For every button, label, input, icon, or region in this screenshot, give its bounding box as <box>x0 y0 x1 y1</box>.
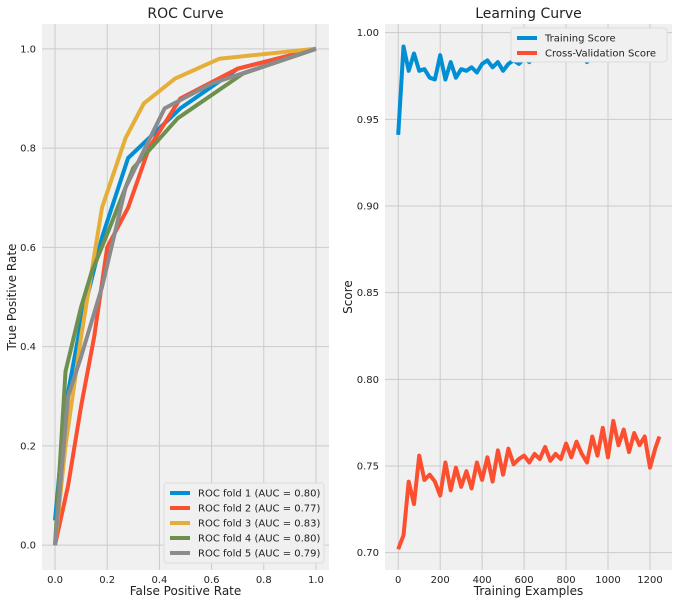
learning-legend-entry: Cross-Validation Score <box>545 49 656 60</box>
roc-x-tick-label: 0.0 <box>47 575 63 586</box>
roc-x-tick-label: 1.0 <box>308 575 324 586</box>
roc-x-tick-label: 0.4 <box>151 575 167 586</box>
learning-plot-area <box>385 24 672 570</box>
roc-legend-entry: ROC fold 5 (AUC = 0.79) <box>198 549 321 560</box>
learning-x-tick-label: 800 <box>557 575 576 586</box>
learning-legend-box <box>510 27 668 63</box>
learning-title: Learning Curve <box>475 6 582 22</box>
roc-legend: ROC fold 1 (AUC = 0.80) ROC fold 2 (AUC =… <box>163 482 325 564</box>
learning-y-tick-label: 0.75 <box>357 462 379 473</box>
roc-x-tick-label: 0.8 <box>256 575 272 586</box>
roc-panel: 0.0 0.2 0.4 0.6 0.8 1.0 0.0 0.2 0.4 0.6 0.8 1.0 ROC… <box>5 6 329 598</box>
learning-y-tick-label: 0.90 <box>357 202 379 213</box>
learning-y-tick-label: 0.80 <box>357 375 379 386</box>
roc-legend-entry: ROC fold 2 (AUC = 0.77) <box>198 504 321 515</box>
learning-x-tick-label: 400 <box>473 575 492 586</box>
roc-series-line-5 <box>53 46 317 546</box>
roc-y-tick-label: 0.4 <box>20 342 36 353</box>
learning-series-line-2 <box>396 418 662 550</box>
roc-title: ROC Curve <box>147 6 223 22</box>
roc-x-tick-label: 0.2 <box>99 575 115 586</box>
roc-y-tick-label: 0.6 <box>20 243 36 254</box>
learning-y-tick-label: 1.00 <box>357 28 379 39</box>
roc-series-line-3 <box>53 46 317 546</box>
learning-x-tick-label: 1000 <box>595 575 620 586</box>
roc-y-tick-label: 0.2 <box>20 441 36 452</box>
learning-y-tick-label: 0.95 <box>357 115 379 126</box>
roc-x-tick-label: 0.6 <box>204 575 220 586</box>
learning-x-tick-label: 200 <box>431 575 450 586</box>
learning-ylabel: Score <box>341 280 355 314</box>
roc-y-tick-label: 0.0 <box>20 541 36 552</box>
learning-y-tick-label: 0.70 <box>357 548 379 559</box>
learning-legend: Training Score Cross-Validation Score <box>510 27 668 63</box>
roc-legend-entry: ROC fold 3 (AUC = 0.83) <box>198 519 321 530</box>
roc-y-tick-label: 1.0 <box>20 44 36 55</box>
roc-legend-box <box>163 482 325 564</box>
roc-legend-entry: ROC fold 1 (AUC = 0.80) <box>198 489 321 500</box>
learning-x-tick-label: 600 <box>515 575 534 586</box>
learning-x-tick-label: 0 <box>395 575 401 586</box>
learning-curve-panel: 0 200 400 600 800 1000 1200 0.70 0.75 0.80 0.85 0.9… <box>341 6 672 598</box>
learning-xlabel: Training Examples <box>473 584 583 598</box>
roc-xlabel: False Positive Rate <box>130 584 242 598</box>
roc-legend-entry: ROC fold 4 (AUC = 0.80) <box>198 534 321 545</box>
learning-x-tick-label: 1200 <box>637 575 662 586</box>
learning-y-tick-label: 0.85 <box>357 288 379 299</box>
learning-legend-entry: Training Score <box>544 34 616 45</box>
roc-y-tick-label: 0.8 <box>20 144 36 155</box>
roc-ylabel: True Positive Rate <box>5 244 19 352</box>
roc-series-line-4 <box>53 46 317 546</box>
